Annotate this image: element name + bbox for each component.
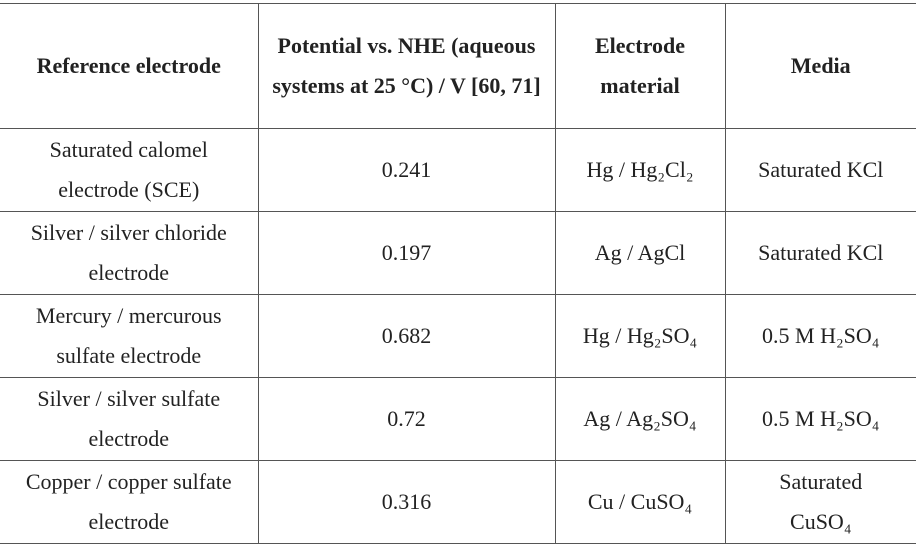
table-cell: Hg / Hg₂Cl₂: [554, 128, 726, 212]
table-cell: Cu / CuSO₄: [554, 460, 726, 544]
table-cell: 0.316: [257, 460, 556, 544]
table-cell: Saturated KCl: [724, 211, 916, 295]
table-row: Silver / silver sulfate electrode 0.72 Ag …: [0, 377, 916, 461]
table-cell: Silver / silver sulfate electrode: [0, 377, 259, 461]
table-row: Silver / silver chloride electrode 0.197 A…: [0, 211, 916, 295]
table-cell: Silver / silver chloride electrode: [0, 211, 259, 295]
table-cell: 0.682: [257, 294, 556, 378]
reference-electrode-table: Reference electrode Potential vs. NHE (aq…: [0, 3, 916, 544]
header-cell: Reference electrode: [0, 3, 259, 129]
header-cell: Electrode material: [554, 3, 726, 129]
table-cell: Saturated CuSO₄: [724, 460, 916, 544]
table-cell: 0.5 M H₂SO₄: [724, 294, 916, 378]
table-cell: Saturated calomel electrode (SCE): [0, 128, 259, 212]
table-cell: Saturated KCl: [724, 128, 916, 212]
table-cell: Ag / Ag₂SO₄: [554, 377, 726, 461]
header-row: Reference electrode Potential vs. NHE (aq…: [0, 3, 916, 129]
table-cell: 0.197: [257, 211, 556, 295]
table-cell: 0.5 M H₂SO₄: [724, 377, 916, 461]
table-cell: Mercury / mercurous sulfate electrode: [0, 294, 259, 378]
table-row: Mercury / mercurous sulfate electrode 0.6…: [0, 294, 916, 378]
header-cell: Potential vs. NHE (aqueous systems at 25…: [257, 3, 556, 129]
table-cell: 0.241: [257, 128, 556, 212]
table-cell: Ag / AgCl: [554, 211, 726, 295]
table-cell: Hg / Hg₂SO₄: [554, 294, 726, 378]
table-cell: 0.72: [257, 377, 556, 461]
table-row: Copper / copper sulfate electrode 0.316 Cu…: [0, 460, 916, 544]
header-cell: Media: [724, 3, 916, 129]
table-cell: Copper / copper sulfate electrode: [0, 460, 259, 544]
table-row: Saturated calomel electrode (SCE) 0.241 Hg…: [0, 128, 916, 212]
